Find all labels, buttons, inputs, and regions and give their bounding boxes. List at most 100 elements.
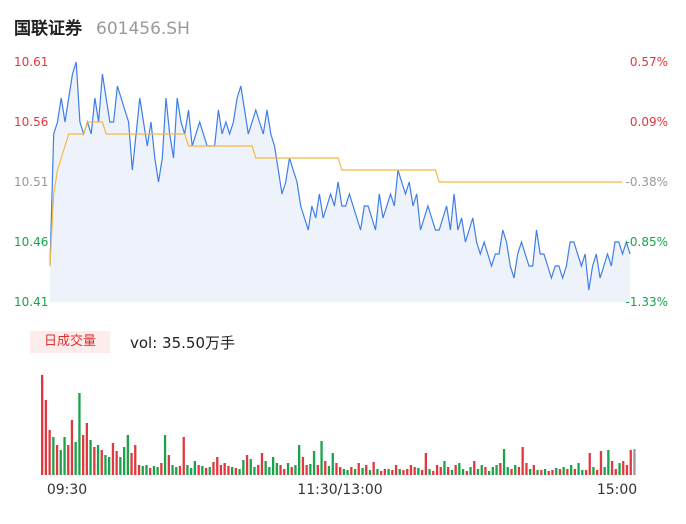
volume-bar [137, 465, 141, 475]
y-tick-left: 10.41 [14, 295, 48, 309]
volume-bar [320, 441, 323, 475]
volume-bar [499, 463, 502, 475]
volume-bar [387, 469, 390, 475]
volume-bar [41, 375, 44, 475]
volume-bar [592, 467, 595, 475]
volume-bar [521, 447, 524, 475]
volume-bar [566, 469, 569, 475]
volume-bar [268, 467, 271, 475]
volume-bar [603, 467, 606, 475]
volume-bar [231, 467, 234, 475]
volume-bar [551, 470, 554, 475]
volume-bar [227, 466, 230, 475]
volume-bar [495, 465, 498, 475]
volume-bar [596, 470, 599, 475]
volume-bar [245, 455, 249, 475]
volume-bar [197, 465, 200, 475]
volume-bar [309, 464, 312, 475]
volume-bar [316, 465, 319, 475]
y-tick-left: 10.56 [14, 115, 48, 129]
volume-bar [223, 463, 226, 475]
volume-bar [383, 469, 386, 475]
volume-bar [178, 466, 182, 475]
volume-bar [96, 445, 100, 475]
volume-bar [283, 469, 286, 475]
volume-bar [570, 465, 573, 475]
volume-bar [59, 450, 62, 475]
price-area-fill [50, 62, 630, 302]
volume-bar [547, 471, 550, 475]
volume-bar [465, 471, 468, 475]
volume-bar [290, 467, 293, 475]
volume-bar [514, 465, 517, 475]
volume-bar [104, 455, 107, 475]
volume-bar [510, 469, 513, 475]
volume-bar [353, 469, 357, 475]
volume-bar [439, 467, 442, 475]
volume-bar [588, 453, 591, 475]
volume-bar [89, 440, 92, 475]
volume-bar [599, 451, 603, 475]
volume-bar [562, 467, 565, 475]
volume-bar [67, 445, 70, 475]
volume-bar [342, 469, 345, 475]
volume-bar [52, 437, 55, 475]
volume-bar [108, 457, 111, 475]
volume-bar [152, 466, 156, 475]
volume-bar [201, 466, 204, 475]
volume-bar [491, 467, 494, 475]
volume-bar [506, 467, 509, 475]
volume-bar [454, 465, 457, 475]
volume-bar [391, 470, 394, 475]
volume-bar [234, 468, 237, 475]
volume-bar [219, 465, 223, 475]
volume-bar [145, 465, 148, 475]
volume-bar [610, 461, 614, 475]
volume-bar [238, 469, 241, 475]
volume-bar [134, 445, 137, 475]
volume-bar [85, 423, 88, 475]
volume-bar [156, 467, 159, 475]
volume-bar [160, 463, 163, 475]
volume-bar [581, 470, 584, 475]
volume-bar [536, 470, 539, 475]
volume-bar [301, 457, 305, 475]
daily-volume-button[interactable]: 日成交量 [30, 331, 110, 353]
volume-bar [167, 455, 170, 475]
volume-bar [126, 435, 129, 475]
volume-bar [163, 435, 167, 475]
volume-bar [48, 430, 51, 475]
volume-bar [625, 465, 629, 475]
volume-bar [257, 465, 260, 475]
volume-bar [484, 467, 487, 475]
volume-bar [93, 447, 96, 475]
volume-bar [614, 469, 617, 475]
volume-bar [130, 453, 133, 475]
volume-bar [204, 468, 208, 475]
volume-bar [171, 465, 174, 475]
volume-bar [458, 463, 461, 475]
volume-bar [253, 467, 256, 475]
volume-bar [469, 467, 472, 475]
volume-bar [357, 463, 360, 475]
average-price-line [49, 121, 623, 267]
volume-bar [190, 468, 193, 475]
volume-bar [216, 457, 219, 475]
volume-bar [622, 461, 625, 475]
volume-bar [417, 468, 420, 475]
y-tick-right: 0.09% [630, 115, 668, 129]
x-tick: 09:30 [47, 482, 87, 498]
volume-bar [335, 463, 338, 475]
volume-bar [74, 442, 77, 475]
volume-bar [577, 463, 580, 475]
volume-bar [119, 457, 122, 475]
volume-bar [63, 437, 66, 475]
volume-bar [272, 457, 275, 475]
y-tick-right: -1.33% [626, 295, 668, 309]
volume-bar [473, 461, 476, 475]
volume-bar [555, 468, 558, 475]
volume-bar [249, 459, 252, 475]
volume-bar [398, 469, 401, 475]
stock-name: 国联证券 [14, 19, 82, 39]
